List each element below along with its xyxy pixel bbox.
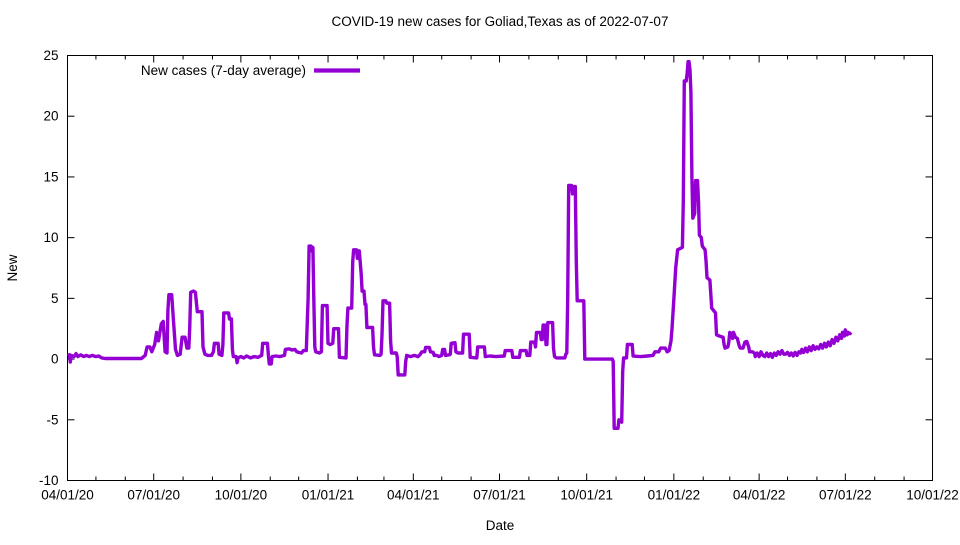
y-tick-label: 5 <box>51 291 59 306</box>
x-tick-label: 04/01/21 <box>387 488 440 503</box>
y-axis-label: New <box>5 254 20 281</box>
chart-title: COVID-19 new cases for Goliad,Texas as o… <box>332 14 669 29</box>
x-axis-label: Date <box>486 518 515 533</box>
legend-label: New cases (7-day average) <box>141 63 306 78</box>
y-tick-label: 20 <box>43 109 58 124</box>
y-tick-label: 25 <box>43 48 58 63</box>
x-tick-label: 04/01/22 <box>733 488 786 503</box>
y-tick-label: -10 <box>39 473 59 488</box>
y-tick-label: 0 <box>51 352 59 367</box>
x-tick-label: 07/01/22 <box>819 488 872 503</box>
y-tick-label: 15 <box>43 169 58 184</box>
x-tick-label: 10/01/20 <box>215 488 268 503</box>
y-tick-label: -5 <box>46 412 58 427</box>
x-tick-label: 01/01/21 <box>302 488 355 503</box>
x-tick-label: 10/01/22 <box>906 488 959 503</box>
series-layer <box>66 59 853 430</box>
y-tick-label: 10 <box>43 230 58 245</box>
series-line <box>66 59 853 430</box>
plot-border <box>67 55 933 481</box>
x-tick-label: 10/01/21 <box>560 488 613 503</box>
x-tick-label: 07/01/20 <box>127 488 180 503</box>
x-tick-label: 07/01/21 <box>473 488 526 503</box>
x-tick-label: 01/01/22 <box>648 488 701 503</box>
x-tick-label: 04/01/20 <box>41 488 94 503</box>
axes-and-ticks: 04/01/20 07/01/20 10/01/20 01/01/21 04/01/21… <box>39 48 959 503</box>
